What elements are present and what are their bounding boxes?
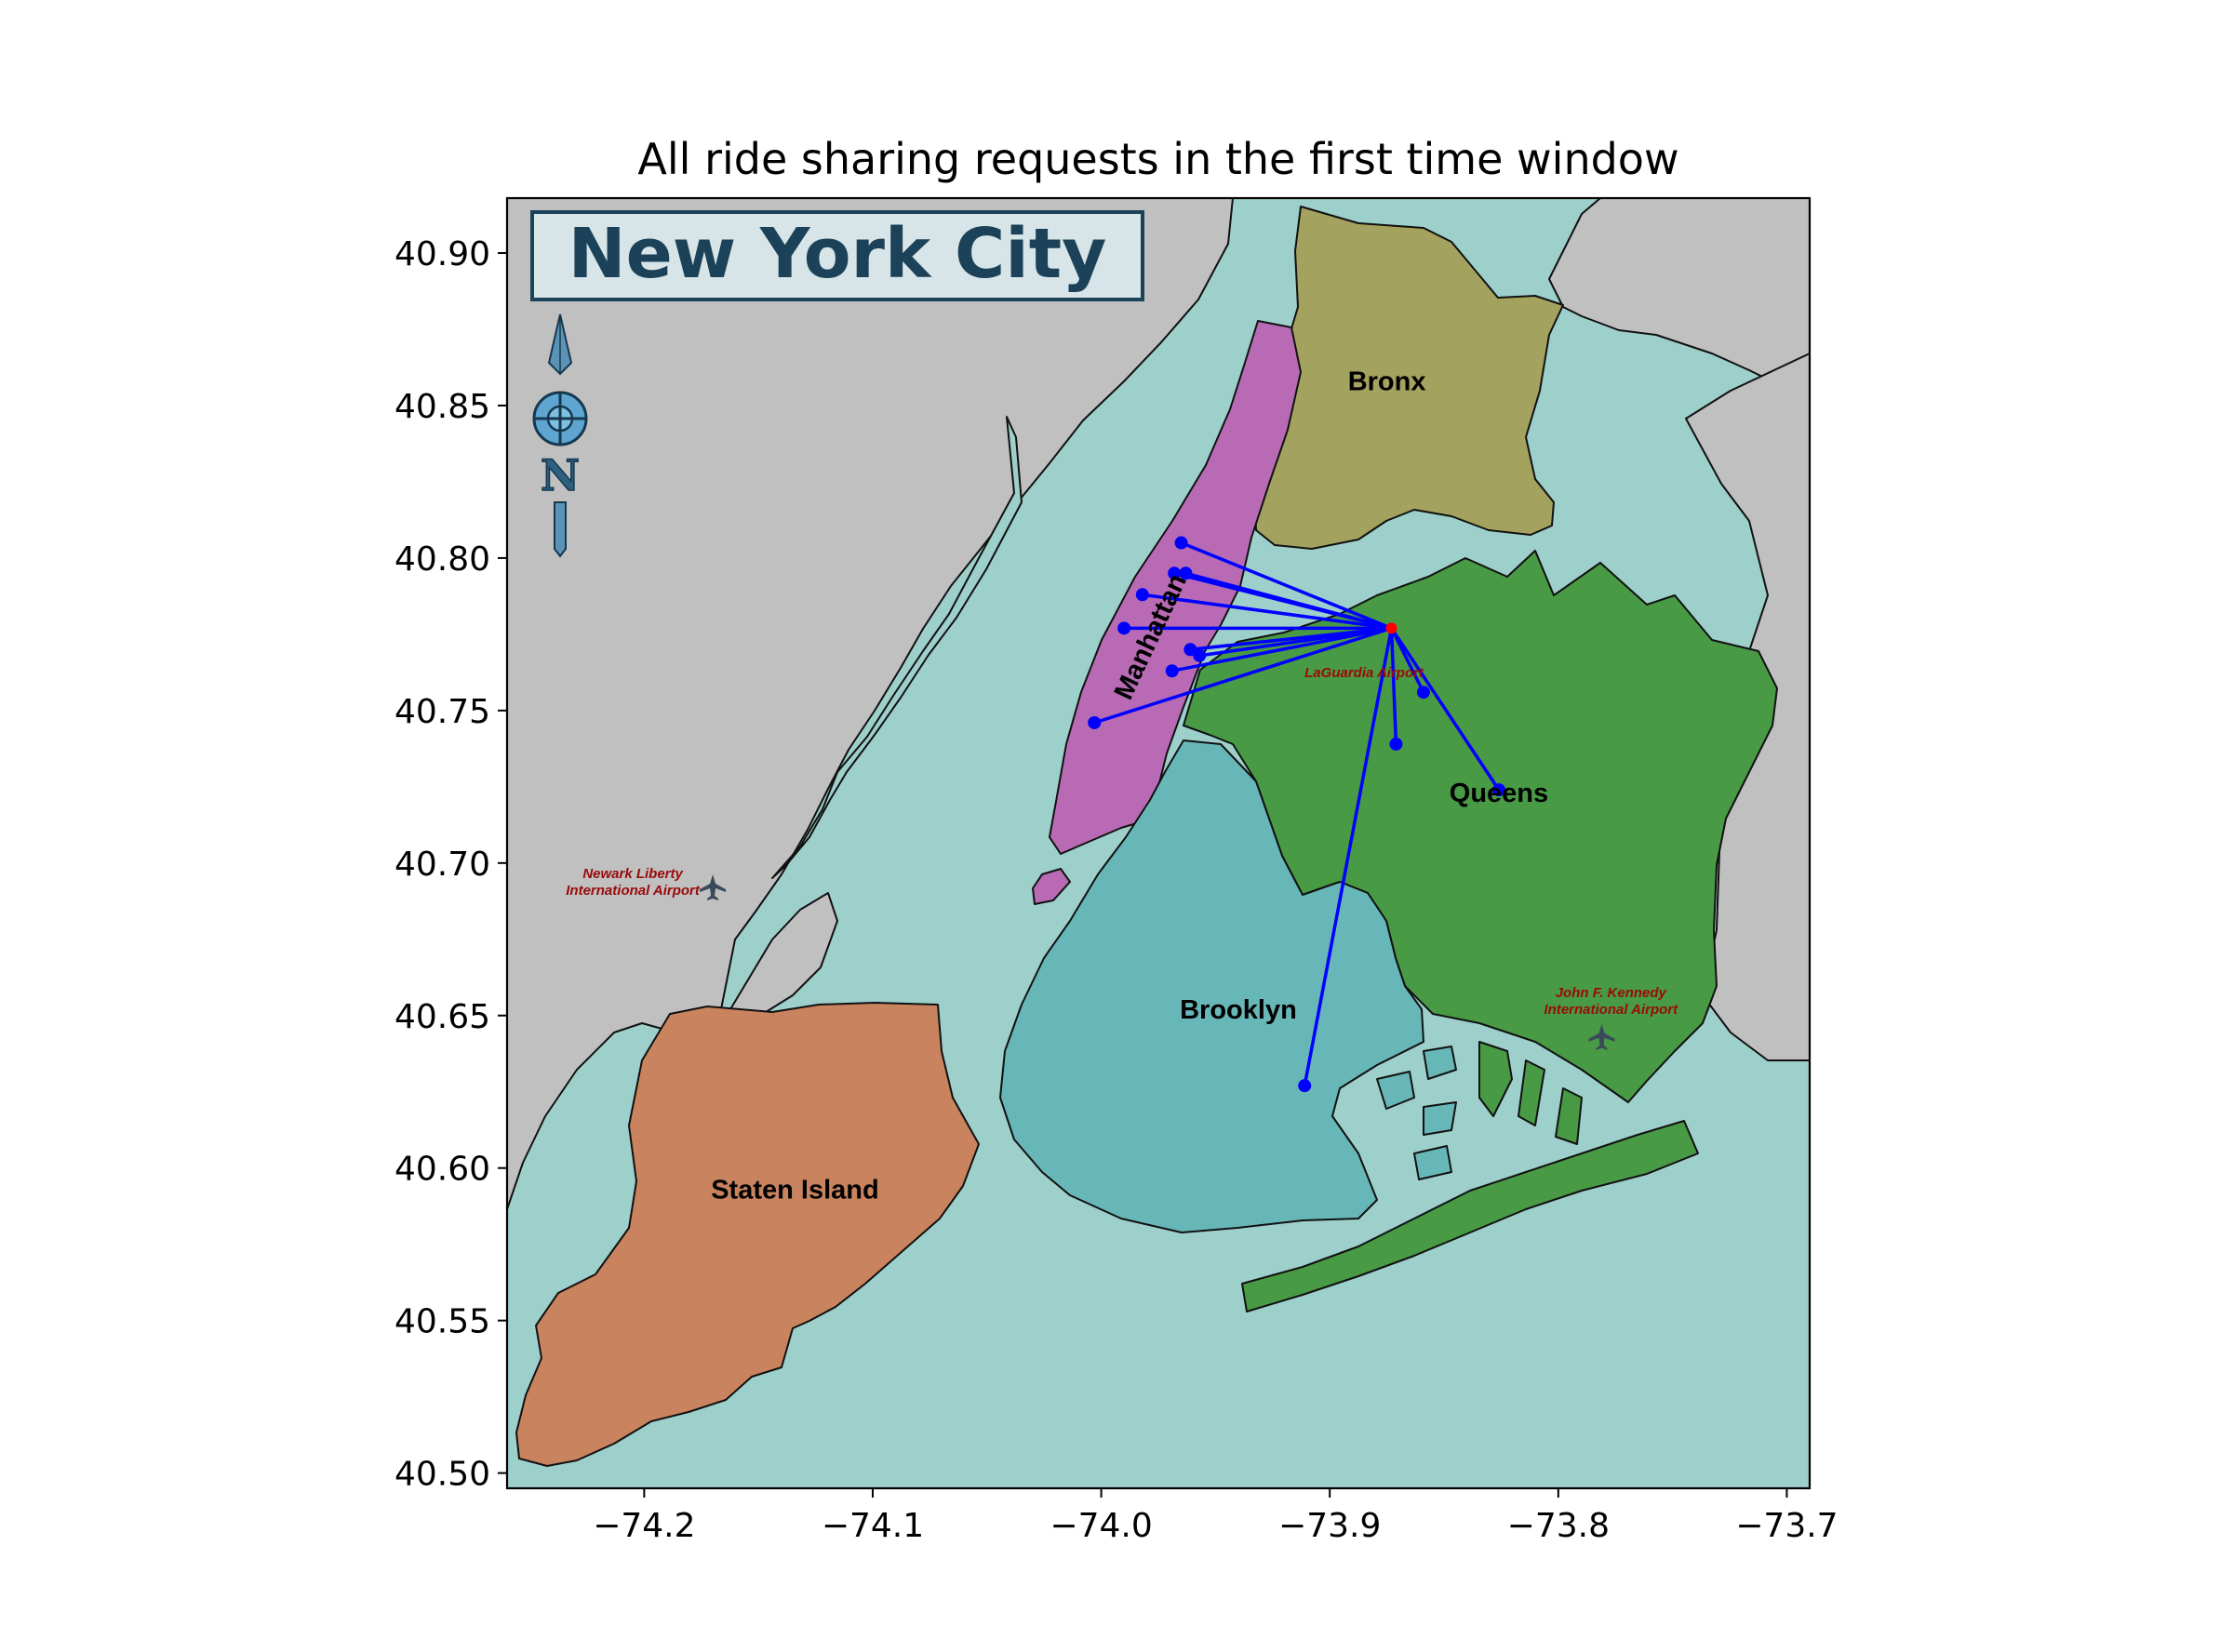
chart-title: All ride sharing requests in the first t…: [637, 134, 1678, 184]
request-line: [1185, 571, 1392, 631]
x-tick-label: −73.7: [1735, 1507, 1838, 1545]
request-point: [1135, 588, 1149, 602]
request-line: [1180, 540, 1393, 630]
request-lines: [1093, 540, 1501, 1086]
land-new-jersey: [507, 198, 1234, 1210]
y-tick-label: 40.65: [394, 998, 490, 1036]
borough-label: Queens: [1450, 779, 1548, 808]
x-tick-label: −74.2: [593, 1507, 695, 1545]
request-line: [1390, 627, 1501, 792]
request-point: [1193, 648, 1207, 662]
borough-label: Brooklyn: [1180, 995, 1297, 1025]
request-point: [1491, 783, 1505, 797]
request-point: [1389, 737, 1403, 751]
map-title-badge: New York City: [530, 210, 1144, 301]
jamaica-bay-islands: [1478, 1041, 1583, 1145]
x-tick-label: −73.9: [1278, 1507, 1381, 1545]
request-point: [1165, 664, 1179, 678]
y-tick-label: 40.50: [394, 1456, 490, 1494]
borough-label: Staten Island: [711, 1175, 879, 1205]
axes-frame: [505, 196, 1812, 1490]
borough-staten-island: [515, 1002, 980, 1467]
x-tick-label: −74.1: [822, 1507, 924, 1545]
water-hackensack: [771, 416, 1023, 879]
airport-label: Newark Liberty: [582, 866, 683, 882]
request-line: [1303, 628, 1394, 1086]
compass-icon: N: [532, 313, 588, 558]
compass-letter: N: [541, 450, 580, 500]
request-point: [1416, 686, 1430, 699]
request-line: [1171, 626, 1392, 673]
hub-point: [1385, 622, 1397, 634]
jamaica-bay-islands-2: [1376, 1046, 1457, 1180]
x-tick-label: −74.0: [1050, 1507, 1152, 1545]
island-governors: [1032, 868, 1071, 905]
y-tick-label: 40.70: [394, 846, 490, 884]
x-tick-label: −73.8: [1507, 1507, 1610, 1545]
airport-label: International Airport: [566, 883, 701, 899]
x-axis: −74.2 −74.1 −74.0 −73.9 −73.8 −73.7: [593, 1488, 1839, 1545]
y-tick-label: 40.85: [394, 388, 490, 426]
borough-manhattan: [1049, 320, 1302, 855]
y-tick-label: 40.80: [394, 540, 490, 579]
airport-label: International Airport: [1544, 1002, 1679, 1018]
airplane-icon: [1588, 1023, 1615, 1050]
borough-brooklyn: [999, 739, 1424, 1233]
request-point: [1179, 566, 1193, 580]
request-point: [1174, 536, 1188, 550]
request-point: [1088, 715, 1102, 729]
borough-label: Bronx: [1348, 367, 1426, 397]
y-tick-label: 40.75: [394, 693, 490, 731]
y-tick-label: 40.55: [394, 1303, 490, 1341]
request-line: [1389, 628, 1398, 745]
request-points: [1088, 536, 1505, 1093]
airplane-icon: [700, 874, 727, 901]
request-point: [1168, 566, 1182, 580]
map-title-text: New York City: [568, 214, 1107, 294]
y-tick-label: 40.90: [394, 235, 490, 273]
peninsula-rockaway: [1241, 1120, 1699, 1312]
request-point: [1298, 1079, 1312, 1093]
request-point: [1183, 643, 1197, 657]
request-line: [1093, 626, 1393, 725]
y-axis: 40.50 40.55 40.60 40.65 40.70 40.75 40.80 40.85…: [394, 235, 507, 1494]
request-line: [1142, 593, 1392, 631]
borough-queens: [1183, 550, 1778, 1103]
airport-label: John F. Kennedy: [1556, 985, 1667, 1001]
y-tick-label: 40.60: [394, 1151, 490, 1189]
airport-label: LaGuardia Airport: [1304, 665, 1424, 681]
request-point: [1117, 621, 1131, 635]
